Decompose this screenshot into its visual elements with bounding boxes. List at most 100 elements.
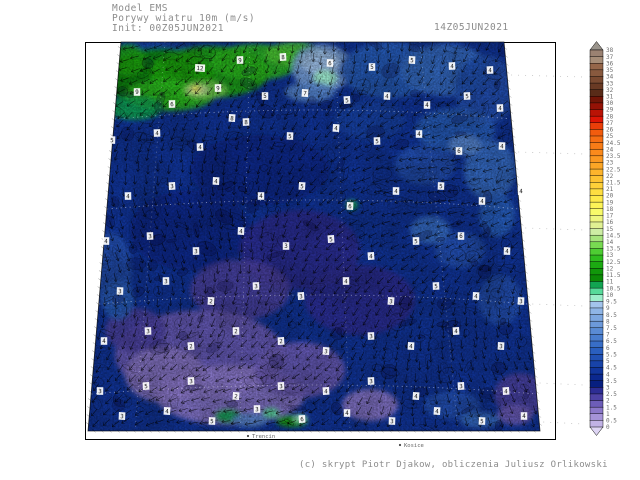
colorbar-tick-label: 14 (606, 239, 614, 246)
svg-text:4: 4 (126, 194, 130, 200)
colorbar-tick-label: 9.5 (606, 299, 617, 306)
svg-text:5: 5 (480, 419, 484, 425)
station-value: 6 (346, 202, 354, 210)
colorbar-segment (589, 215, 604, 223)
plot-header: Model EMS Porywy wiatru 10m (m/s) Init: … (112, 4, 255, 34)
colorbar-tick-label: 29 (606, 107, 614, 114)
colorbar-segment (589, 347, 604, 355)
svg-text:3: 3 (519, 299, 523, 305)
colorbar-segment (589, 109, 604, 117)
colorbar-segment (589, 367, 604, 375)
svg-text:3: 3 (170, 184, 174, 190)
station-value: 4 (196, 143, 204, 151)
colorbar-tick-label: 26 (606, 127, 614, 134)
svg-text:3: 3 (279, 384, 283, 390)
station-value: 5 (298, 181, 306, 190)
city-label: Trencin (246, 434, 275, 440)
colorbar-segment (589, 268, 604, 276)
svg-text:4: 4 (480, 199, 484, 205)
station-value: 4 (478, 197, 486, 205)
station-value: 6 (168, 100, 176, 108)
svg-text:5: 5 (144, 384, 148, 390)
station-value: 4 (415, 130, 423, 138)
colorbar-segment (589, 400, 604, 408)
svg-text:6: 6 (348, 204, 352, 210)
colorbar-tick-label: 10 (606, 292, 614, 299)
svg-text:3: 3 (164, 279, 168, 285)
station-value: 5 (412, 237, 420, 245)
colorbar-segment (589, 115, 604, 124)
svg-text:3: 3 (194, 249, 198, 255)
svg-text:6: 6 (459, 234, 463, 240)
svg-text:Kosice: Kosice (404, 443, 424, 449)
station-value: 4 (342, 277, 350, 285)
station-value: 8 (228, 113, 236, 122)
colorbar-segment (589, 327, 604, 336)
svg-text:4: 4 (344, 279, 348, 285)
colorbar: 383736353433323130292827262524.52423.523… (589, 41, 621, 436)
svg-text:2: 2 (234, 329, 238, 335)
colorbar-tick-label: 3 (606, 385, 610, 392)
station-value: 5 (327, 234, 335, 243)
svg-text:4: 4 (198, 145, 202, 151)
station-value: 4 (486, 66, 494, 74)
model-name: Model EMS (112, 3, 168, 14)
station-value: 4 (102, 237, 110, 245)
station-values: 12 9 9 8 6 5 5 4 4 9 6 8 5 7 5 4 4 5 4 5 4 4 8 5 4 5 4 6 4 4 3 4 4 5 6 4 5 4 4… (96, 53, 528, 425)
station-value: 3 (96, 387, 104, 395)
colorbar-tick-label: 1.5 (606, 404, 617, 411)
colorbar-segment (589, 76, 604, 84)
colorbar-segment (589, 168, 604, 177)
svg-text:5: 5 (370, 65, 374, 71)
station-value: 5 (142, 382, 150, 390)
colorbar-tick-label: 10.5 (606, 285, 621, 292)
colorbar-segment (589, 340, 604, 349)
station-value: 2 (277, 337, 285, 345)
colorbar-tick-label: 35 (606, 67, 614, 74)
station-value: 4 (472, 292, 480, 300)
station-value: 8 (242, 118, 250, 126)
station-value: 4 (257, 192, 265, 200)
svg-text:9: 9 (135, 90, 139, 96)
colorbar-tick-label: 23.5 (606, 153, 621, 160)
colorbar-tick-label: 28 (606, 113, 614, 120)
colorbar-segment (589, 89, 604, 97)
station-value: 4 (412, 391, 420, 400)
station-value: 12 (194, 63, 206, 72)
svg-text:Trencin: Trencin (252, 434, 275, 440)
variable-name: Porywy wiatru 10m (m/s) (112, 13, 256, 24)
svg-text:2: 2 (279, 339, 283, 345)
svg-text:4: 4 (102, 339, 106, 345)
station-value: 3 (187, 377, 195, 385)
svg-text:4: 4 (435, 409, 439, 415)
station-value: 4 (237, 227, 245, 235)
svg-text:5: 5 (110, 138, 114, 144)
station-value: 2 (232, 391, 240, 400)
station-value: 4 (448, 62, 456, 70)
station-value: 2 (187, 341, 195, 350)
colorbar-tick-label: 6.5 (606, 338, 617, 345)
colorbar-tick-label: 2.5 (606, 391, 617, 398)
valid-time: 14Z05JUN2021 (434, 22, 509, 33)
colorbar-segment (589, 221, 604, 230)
station-value: 4 (322, 386, 330, 395)
colorbar-segment (589, 182, 604, 190)
colorbar-segment (589, 254, 604, 263)
colorbar-segment (589, 387, 604, 395)
station-value: 3 (118, 412, 126, 420)
colorbar-tick-label: 5 (606, 358, 610, 365)
svg-text:3: 3 (390, 419, 394, 425)
station-value: 5 (463, 92, 471, 100)
colorbar-tick-label: 17 (606, 213, 614, 220)
svg-text:4: 4 (104, 239, 108, 245)
station-value: 2 (232, 327, 240, 335)
svg-text:3: 3 (299, 294, 303, 300)
colorbar-segment (589, 420, 604, 428)
station-value: 3 (282, 242, 290, 250)
colorbar-segment (589, 380, 604, 388)
colorbar-tick-label: 24.5 (606, 140, 621, 147)
colorbar-segment (589, 354, 604, 362)
colorbar-tick-label: 33 (606, 80, 614, 87)
station-value: 4 (392, 187, 400, 195)
